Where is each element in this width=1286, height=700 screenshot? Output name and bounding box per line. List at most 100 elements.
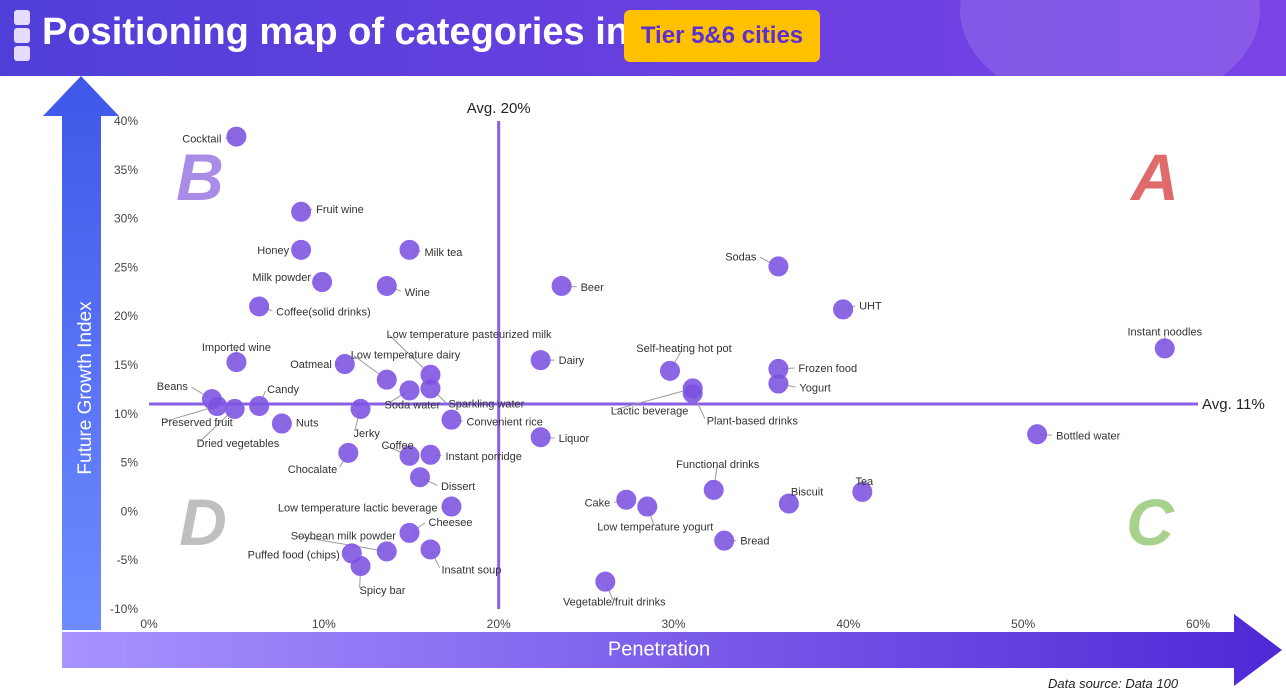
label-plant-based-drinks: Plant-based drinks xyxy=(707,415,799,427)
label-low-temperature-dairy: Low temperature dairy xyxy=(351,350,461,362)
label-vegetable-fruit-drinks: Vegetable/fruit drinks xyxy=(563,597,666,609)
label-coffee-solid-drinks: Coffee(solid drinks) xyxy=(276,306,371,318)
y-tick-label: 40% xyxy=(114,114,138,128)
data-source-note: Data source: Data 100 xyxy=(1048,676,1179,691)
y-tick-label: 20% xyxy=(114,309,138,323)
label-jerky: Jerky xyxy=(354,428,381,440)
tier-badge: Tier 5&6 cities xyxy=(624,10,820,62)
point-dried-vegetables xyxy=(224,398,245,419)
label-coffee: Coffee xyxy=(382,440,414,452)
x-tick-label: 0% xyxy=(140,617,158,631)
point-coffee xyxy=(399,445,420,466)
label-dairy: Dairy xyxy=(559,355,585,367)
label-fruit-wine: Fruit wine xyxy=(316,204,364,216)
label-soybean-milk-powder: Soybean milk powder xyxy=(291,530,397,542)
point-jerky xyxy=(350,398,371,419)
label-instant-porridge: Instant porridge xyxy=(445,451,521,463)
label-bread: Bread xyxy=(740,536,769,548)
point-honey xyxy=(291,239,312,260)
x-tick-label: 50% xyxy=(1011,617,1035,631)
point-soda-water xyxy=(399,380,420,401)
leader-dried-vegetables xyxy=(199,411,233,442)
label-convenient-rice: Convenient rice xyxy=(466,417,542,429)
x-tick-label: 20% xyxy=(487,617,511,631)
label-yogurt: Yogurt xyxy=(799,383,830,395)
label-cheesee: Cheesee xyxy=(429,517,473,529)
point-low-temperature-dairy xyxy=(376,369,397,390)
leader-low-temperature-dairy xyxy=(353,355,384,378)
y-tick-label: 25% xyxy=(114,260,138,274)
label-milk-powder: Milk powder xyxy=(252,272,311,284)
point-vegetable-fruit-drinks xyxy=(595,571,616,592)
x-axis-arrow xyxy=(62,614,1282,686)
x-tick-label: 40% xyxy=(836,617,860,631)
point-instant-noodles xyxy=(1154,338,1175,359)
x-tick-label: 10% xyxy=(312,617,336,631)
point-dairy xyxy=(530,350,551,371)
point-tea xyxy=(852,481,873,502)
point-liquor xyxy=(530,427,551,448)
page-title: Positioning map of categories in xyxy=(42,11,629,53)
point-wine xyxy=(376,275,397,296)
point-insatnt-soup xyxy=(420,539,441,560)
point-cheesee xyxy=(399,522,420,543)
point-bottled-water xyxy=(1027,424,1048,445)
label-instant-noodles: Instant noodles xyxy=(1127,326,1202,338)
label-honey: Honey xyxy=(257,245,289,257)
point-dissert xyxy=(409,467,430,488)
label-beans: Beans xyxy=(157,381,189,393)
point-yogurt xyxy=(768,373,789,394)
label-soda-water: Soda water xyxy=(385,399,441,411)
label-beer: Beer xyxy=(581,282,605,294)
point-plant-based-drinks xyxy=(682,383,703,404)
title-squares-icon xyxy=(14,10,30,64)
quadrant-a-label: A xyxy=(1129,140,1179,214)
point-cake xyxy=(616,489,637,510)
label-dried-vegetables: Dried vegetables xyxy=(197,438,280,450)
point-fruit-wine xyxy=(291,201,312,222)
label-low-temperature-yogurt: Low temperature yogurt xyxy=(597,522,713,534)
label-frozen-food: Frozen food xyxy=(798,363,857,375)
leader-soybean-milk-powder xyxy=(294,535,383,552)
title-bar: Positioning map of categories in Tier 5&… xyxy=(0,0,1286,76)
point-chocalate xyxy=(338,442,359,463)
point-preserved-fruit xyxy=(207,395,228,416)
point-instant-porridge xyxy=(420,444,441,465)
point-functional-drinks xyxy=(703,479,724,500)
y-axis-arrow xyxy=(43,76,119,630)
label-wine: Wine xyxy=(405,287,430,299)
point-beer xyxy=(551,275,572,296)
point-bread xyxy=(714,530,735,551)
label-liquor: Liquor xyxy=(559,433,590,445)
point-low-temperature-lactic-beverage xyxy=(441,496,462,517)
label-uht: UHT xyxy=(859,300,882,312)
point-biscuit xyxy=(778,493,799,514)
label-sparkling-water: Sparkling water xyxy=(448,398,524,410)
point-milk-tea xyxy=(399,239,420,260)
label-oatmeal: Oatmeal xyxy=(290,359,332,371)
label-imported-wine: Imported wine xyxy=(202,342,271,354)
label-candy: Candy xyxy=(267,384,299,396)
point-cocktail xyxy=(226,126,247,147)
point-oatmeal xyxy=(334,354,355,375)
y-tick-label: -10% xyxy=(110,602,138,616)
point-imported-wine xyxy=(226,352,247,373)
x-axis-title: Penetration xyxy=(607,638,711,661)
x-tick-label: 30% xyxy=(661,617,685,631)
label-chocalate: Chocalate xyxy=(288,464,338,476)
decorative-glow xyxy=(960,0,1260,76)
quadrant-d-label: D xyxy=(179,485,227,559)
y-tick-label: 0% xyxy=(121,504,139,518)
label-insatnt-soup: Insatnt soup xyxy=(441,564,501,576)
label-self-heating-hot-pot: Self-heating hot pot xyxy=(636,343,731,355)
point-sparkling-water xyxy=(420,378,441,399)
quadrant-c-label: C xyxy=(1126,485,1175,559)
label-functional-drinks: Functional drinks xyxy=(676,459,760,471)
x-tick-label: 60% xyxy=(1186,617,1210,631)
label-nuts: Nuts xyxy=(296,418,319,430)
point-uht xyxy=(833,299,854,320)
label-spicy-bar: Spicy bar xyxy=(360,585,406,597)
y-tick-label: 5% xyxy=(121,456,139,470)
y-tick-label: 30% xyxy=(114,212,138,226)
